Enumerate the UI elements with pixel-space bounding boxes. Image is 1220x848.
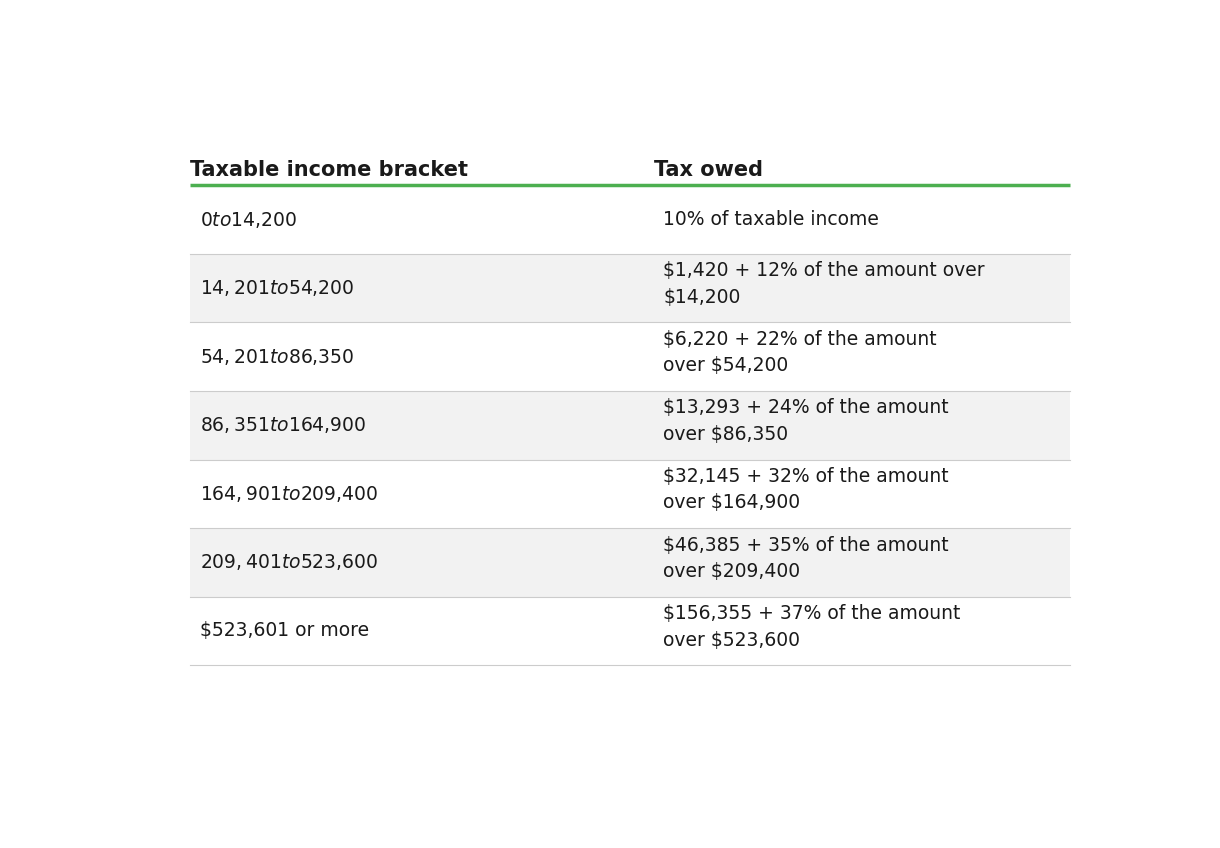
Text: $1,420 + 12% of the amount over
$14,200: $1,420 + 12% of the amount over $14,200 <box>664 261 985 307</box>
Text: $86,351 to $164,900: $86,351 to $164,900 <box>200 416 366 435</box>
Bar <box>190 254 1070 322</box>
Text: $164,901 to $209,400: $164,901 to $209,400 <box>200 484 378 504</box>
Text: $46,385 + 35% of the amount
over $209,400: $46,385 + 35% of the amount over $209,40… <box>664 536 949 581</box>
Bar <box>190 186 1070 254</box>
Bar <box>190 528 1070 597</box>
Bar <box>190 460 1070 528</box>
Text: $523,601 or more: $523,601 or more <box>200 622 368 640</box>
Bar <box>190 322 1070 391</box>
Text: Tax owed: Tax owed <box>654 160 762 180</box>
Bar <box>190 597 1070 666</box>
Text: $156,355 + 37% of the amount
over $523,600: $156,355 + 37% of the amount over $523,6… <box>664 604 960 650</box>
Text: $209,401 to $523,600: $209,401 to $523,600 <box>200 552 378 572</box>
Text: $14,201 to $54,200: $14,201 to $54,200 <box>200 278 354 298</box>
Text: $6,220 + 22% of the amount
over $54,200: $6,220 + 22% of the amount over $54,200 <box>664 330 937 376</box>
Bar <box>190 391 1070 460</box>
Text: Taxable income bracket: Taxable income bracket <box>190 160 468 180</box>
Text: $32,145 + 32% of the amount
over $164,900: $32,145 + 32% of the amount over $164,90… <box>664 467 949 512</box>
Text: $0 to $14,200: $0 to $14,200 <box>200 209 296 230</box>
Text: $13,293 + 24% of the amount
over $86,350: $13,293 + 24% of the amount over $86,350 <box>664 399 949 444</box>
Text: $54,201 to $86,350: $54,201 to $86,350 <box>200 347 354 366</box>
Text: 10% of taxable income: 10% of taxable income <box>664 210 878 229</box>
